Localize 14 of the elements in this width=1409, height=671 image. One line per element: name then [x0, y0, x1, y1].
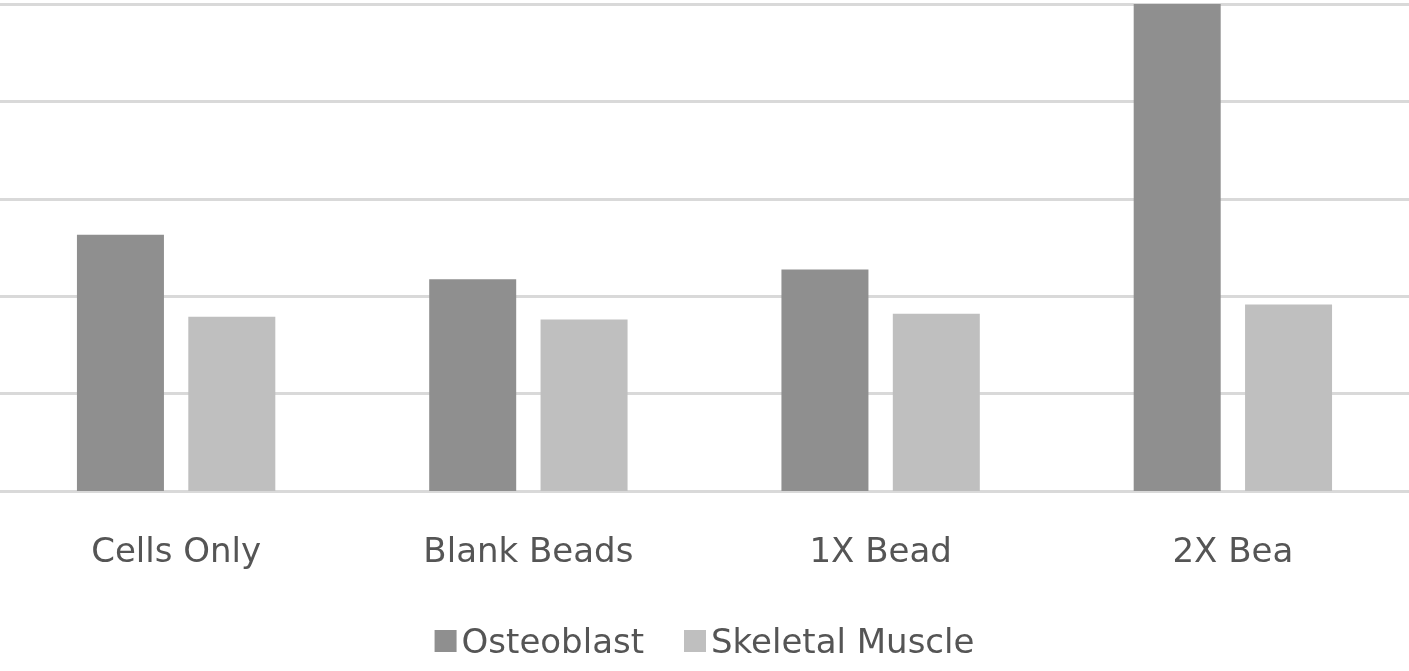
bar [1133, 4, 1221, 491]
legend-label: Osteoblast [461, 621, 645, 661]
x-tick-label: Blank Beads [423, 530, 634, 570]
bar [892, 313, 980, 491]
bar [1245, 304, 1333, 491]
bar [429, 279, 517, 491]
bar [188, 316, 276, 491]
x-tick-label: 1X Bead [809, 530, 952, 570]
legend-label: Skeletal Muscle [711, 621, 975, 661]
bar [781, 269, 869, 491]
bar [76, 234, 164, 491]
x-tick-label: Cells Only [91, 530, 262, 570]
bar [540, 319, 628, 491]
x-tick-label: 2X Bea [1172, 530, 1294, 570]
